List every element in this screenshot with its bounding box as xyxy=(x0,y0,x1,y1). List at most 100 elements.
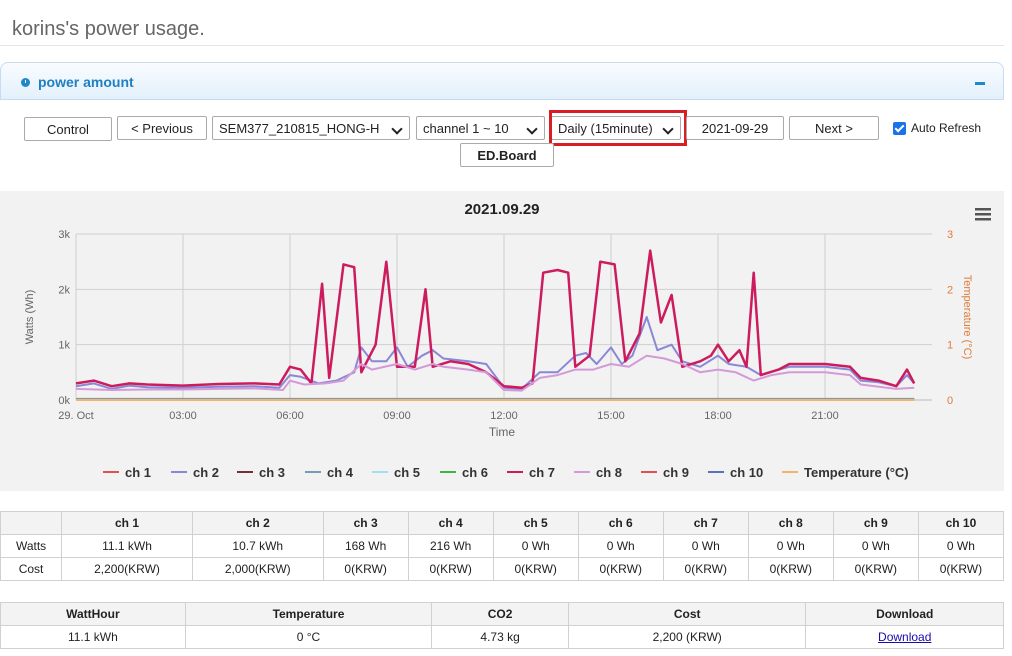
y2-tick-label: 1 xyxy=(947,340,953,352)
legend-item: ch 8 xyxy=(596,465,622,480)
table-cell: 0 Wh xyxy=(832,534,919,558)
hamburger-menu-icon xyxy=(975,208,991,211)
table-cell: 0(KRW) xyxy=(662,557,749,581)
y2-tick-label: 0 xyxy=(947,395,953,407)
x-tick-label: 12:00 xyxy=(490,410,518,422)
x-tick-label: 18:00 xyxy=(704,410,732,422)
legend-item: ch 10 xyxy=(730,465,763,480)
x-tick-label: 21:00 xyxy=(811,410,839,422)
table-cell: 0(KRW) xyxy=(577,557,664,581)
hamburger-menu-icon xyxy=(975,213,991,216)
x-tick-label: 29. Oct xyxy=(58,410,93,422)
edboard-button[interactable]: ED.Board xyxy=(460,143,554,167)
device-select-value: SEM377_210815_HONG-H xyxy=(219,120,380,136)
auto-refresh-checkbox[interactable] xyxy=(893,122,906,135)
row-label: Watts xyxy=(0,534,63,558)
table-cell: 0(KRW) xyxy=(407,557,494,581)
power-amount-panel-header[interactable]: power amount xyxy=(0,62,1004,100)
column-header: ch 8 xyxy=(747,511,834,535)
legend-item: ch 6 xyxy=(462,465,488,480)
channel-stats-table: ch 1 ch 2 ch 3 ch 4 ch 5 ch 6 ch 7 ch 8 ch 9 ch 1… xyxy=(0,511,1005,581)
chevron-down-icon xyxy=(391,123,403,135)
table-row: Cost 2,200(KRW) 2,000(KRW) 0(KRW) 0(KRW) 0(KR… xyxy=(0,557,1005,581)
column-header: ch 7 xyxy=(662,511,749,535)
table-cell: 2,200 (KRW) xyxy=(567,625,807,649)
hamburger-menu-icon xyxy=(975,218,991,221)
table-cell: 216 Wh xyxy=(407,534,494,558)
column-header: ch 9 xyxy=(832,511,919,535)
period-select[interactable]: Daily (15minute) xyxy=(551,116,681,140)
table-cell: 0 Wh xyxy=(492,534,579,558)
next-button[interactable]: Next > xyxy=(789,116,879,140)
x-axis-label: Time xyxy=(489,425,516,439)
x-tick-label: 03:00 xyxy=(169,410,197,422)
x-tick-label: 15:00 xyxy=(597,410,625,422)
panel-title: power amount xyxy=(38,74,134,90)
column-header: Cost xyxy=(567,602,807,626)
table-cell: 2,000(KRW) xyxy=(191,557,324,581)
device-select[interactable]: SEM377_210815_HONG-H xyxy=(212,116,410,140)
table-header-row: WattHour Temperature CO2 Cost Download xyxy=(0,602,1004,626)
series-line-ch-8 xyxy=(75,354,915,392)
title-divider xyxy=(0,45,1004,46)
table-cell: 0 °C xyxy=(184,625,433,649)
column-header: Download xyxy=(805,602,1004,626)
table-cell: 0 Wh xyxy=(747,534,834,558)
y-tick-label: 3k xyxy=(58,229,70,241)
previous-button[interactable]: < Previous xyxy=(117,116,207,140)
table-cell: 11.1 kWh xyxy=(61,534,193,558)
legend-item: ch 1 xyxy=(125,465,151,480)
power-chart-svg: 0k 1k 2k 3k 0 1 2 3 29. Oct 03:00 06:00 09:00 12:00 1… xyxy=(24,201,991,480)
table-cell: 0(KRW) xyxy=(832,557,919,581)
legend-item: ch 2 xyxy=(193,465,219,480)
minus-icon[interactable] xyxy=(975,82,985,85)
y-axis-label: Watts (Wh) xyxy=(24,290,36,345)
column-header: ch 10 xyxy=(917,511,1005,535)
table-cell: Download xyxy=(805,625,1004,649)
table-cell: 2,200(KRW) xyxy=(61,557,193,581)
legend-item: ch 9 xyxy=(663,465,689,480)
column-header: ch 5 xyxy=(492,511,579,535)
column-header: WattHour xyxy=(0,602,186,626)
table-row: Watts 11.1 kWh 10.7 kWh 168 Wh 216 Wh 0 Wh 0 W… xyxy=(0,534,1005,558)
table-cell: 0(KRW) xyxy=(917,557,1005,581)
legend-item: ch 7 xyxy=(529,465,555,480)
table-cell: 168 Wh xyxy=(322,534,409,558)
legend-item: Temperature (°C) xyxy=(804,465,909,480)
x-tick-label: 06:00 xyxy=(276,410,304,422)
legend-item: ch 3 xyxy=(259,465,285,480)
column-header: ch 6 xyxy=(577,511,664,535)
table-cell: 0(KRW) xyxy=(322,557,409,581)
control-button[interactable]: Control xyxy=(24,117,112,141)
column-header xyxy=(0,511,63,535)
row-label: Cost xyxy=(0,557,63,581)
highlight-box xyxy=(549,110,687,146)
date-input[interactable]: 2021-09-29 xyxy=(686,116,784,140)
table-row: 11.1 kWh 0 °C 4.73 kg 2,200 (KRW) Download xyxy=(0,625,1004,649)
column-header: Temperature xyxy=(184,602,433,626)
table-header-row: ch 1 ch 2 ch 3 ch 4 ch 5 ch 6 ch 7 ch 8 ch 9 ch 1… xyxy=(0,511,1005,535)
table-cell: 0(KRW) xyxy=(747,557,834,581)
table-cell: 0(KRW) xyxy=(492,557,579,581)
table-cell: 0 Wh xyxy=(662,534,749,558)
series-line-ch-7 xyxy=(75,249,916,390)
table-cell: 4.73 kg xyxy=(431,625,569,649)
y-tick-label: 1k xyxy=(58,340,70,352)
table-cell: 10.7 kWh xyxy=(191,534,324,558)
table-cell: 0 Wh xyxy=(917,534,1005,558)
legend-item: ch 4 xyxy=(327,465,354,480)
legend-item: ch 5 xyxy=(394,465,420,480)
column-header: ch 2 xyxy=(191,511,324,535)
auto-refresh-label: Auto Refresh xyxy=(911,121,982,135)
download-link[interactable]: Download xyxy=(878,630,932,644)
column-header: ch 4 xyxy=(407,511,494,535)
y-tick-label: 2k xyxy=(58,284,70,296)
x-tick-label: 09:00 xyxy=(383,410,411,422)
column-header: ch 3 xyxy=(322,511,409,535)
chevron-down-icon xyxy=(526,123,538,135)
y-tick-label: 0k xyxy=(58,395,70,407)
channel-select-value: channel 1 ~ 10 xyxy=(423,120,509,136)
summary-table: WattHour Temperature CO2 Cost Download 11.1 … xyxy=(0,602,1004,649)
channel-select[interactable]: channel 1 ~ 10 xyxy=(416,116,545,140)
chart-title: 2021.09.29 xyxy=(464,201,539,218)
